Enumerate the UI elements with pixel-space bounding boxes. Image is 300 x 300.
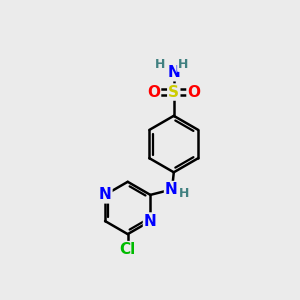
Text: H: H (179, 188, 189, 200)
Text: N: N (144, 214, 157, 229)
Text: S: S (168, 85, 179, 100)
Text: N: N (99, 188, 111, 202)
Text: H: H (178, 58, 188, 71)
Text: O: O (147, 85, 160, 100)
Text: O: O (188, 85, 200, 100)
Text: N: N (165, 182, 178, 197)
Text: H: H (155, 58, 166, 71)
Text: Cl: Cl (120, 242, 136, 257)
Text: N: N (167, 65, 180, 80)
